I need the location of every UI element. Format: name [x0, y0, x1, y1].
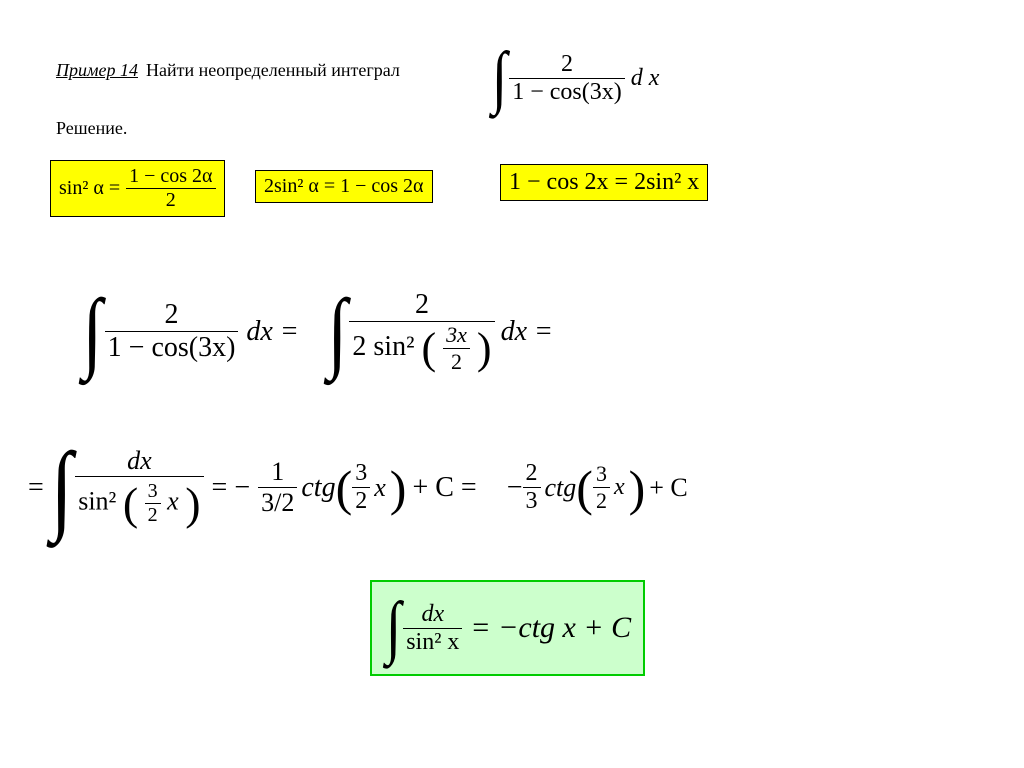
box-eq: = −ctg x + C: [470, 611, 631, 645]
s2-ctg: ctg: [301, 472, 335, 504]
id1-num: 1 − cos 2α: [126, 165, 215, 189]
s1-inner-num: 3x: [443, 322, 470, 349]
s2-arg-num: 3: [352, 460, 370, 488]
example-label: Пример 14: [56, 60, 138, 81]
s2-arg-x: x: [374, 473, 386, 503]
boxed-result: ∫ dx sin² x = −ctg x + C: [370, 580, 645, 676]
header-int-dx: d x: [631, 65, 660, 92]
box-lhs-num: dx: [403, 601, 462, 629]
header-integral: ∫ 2 1 − cos(3x) d x: [490, 38, 659, 118]
s2-final-arg-num: 3: [593, 461, 610, 488]
s1-lhs-dx: dx =: [246, 316, 298, 348]
s2-den-outer: sin²: [78, 486, 116, 515]
s1-lhs-den: 1 − cos(3x): [105, 332, 239, 364]
step1: ∫ 2 1 − cos(3x) dx = ∫ 2 2 sin² ( 3x 2 )…: [80, 280, 553, 383]
s1-lhs-num: 2: [105, 299, 239, 332]
s2-plusc1: + C =: [412, 472, 476, 504]
s1-inner-den: 2: [443, 349, 470, 375]
s2-eq1: = −: [212, 472, 251, 504]
s2-coef-den: 3/2: [258, 488, 297, 518]
identity-3: 1 − cos 2x = 2sin² x: [500, 164, 708, 201]
id1-lhs: sin² α =: [59, 177, 120, 200]
paren-right-icon: ): [185, 478, 200, 529]
id3-text: 1 − cos 2x = 2sin² x: [509, 169, 699, 195]
s2-final-plusc: + C: [649, 473, 688, 503]
paren-left-icon: (: [336, 459, 353, 517]
paren-left-icon: (: [576, 459, 593, 517]
task-text: Найти неопределенный интеграл: [146, 60, 400, 81]
box-lhs-den: sin² x: [406, 629, 459, 655]
integral-sign-icon: ∫: [51, 430, 73, 545]
s2-final-x: x: [614, 474, 625, 501]
header-int-den: 1 − cos(3x): [509, 79, 625, 106]
s2-final-ctg: ctg: [545, 473, 577, 503]
s2-final-num: 2: [523, 460, 541, 488]
identity-1: sin² α = 1 − cos 2α 2: [50, 160, 225, 217]
integral-sign-icon: ∫: [82, 280, 102, 383]
example-header: Пример 14 Найти неопределенный интеграл: [56, 60, 400, 81]
identity-2: 2sin² α = 1 − cos 2α: [255, 170, 433, 203]
paren-right-icon: ): [629, 459, 646, 517]
s2-final-arg-den: 2: [593, 488, 610, 514]
s2-final-den: 3: [523, 488, 541, 515]
s1-rhs-den-outer: 2 sin²: [352, 330, 414, 361]
paren-left-icon: (: [421, 324, 436, 373]
solution-label: Решение.: [56, 118, 127, 139]
integral-sign-icon: ∫: [386, 588, 401, 668]
header-int-num: 2: [509, 51, 625, 79]
paren-right-icon: ): [477, 324, 492, 373]
integral-sign-icon: ∫: [327, 280, 347, 383]
id1-den: 2: [126, 189, 215, 212]
equals-icon: =: [28, 472, 44, 504]
s2-final-neg: −: [507, 472, 523, 504]
s1-rhs-dx: dx =: [501, 316, 553, 348]
s2-num: dx: [75, 446, 203, 477]
integral-sign-icon: ∫: [492, 38, 507, 118]
id2-text: 2sin² α = 1 − cos 2α: [264, 175, 424, 197]
paren-left-icon: (: [123, 478, 138, 529]
s2-arg-den: 2: [352, 488, 370, 515]
s2-coef-num: 1: [258, 457, 297, 488]
step2: = ∫ dx sin² ( 3 2 x ) = − 1 3/2 ctg ( 3 …: [28, 430, 688, 545]
s1-rhs-num: 2: [349, 289, 494, 322]
s2-inner-x: x: [167, 486, 179, 515]
s2-inner-den: 2: [145, 504, 161, 527]
paren-right-icon: ): [390, 459, 407, 517]
s2-inner-num: 3: [145, 480, 161, 504]
